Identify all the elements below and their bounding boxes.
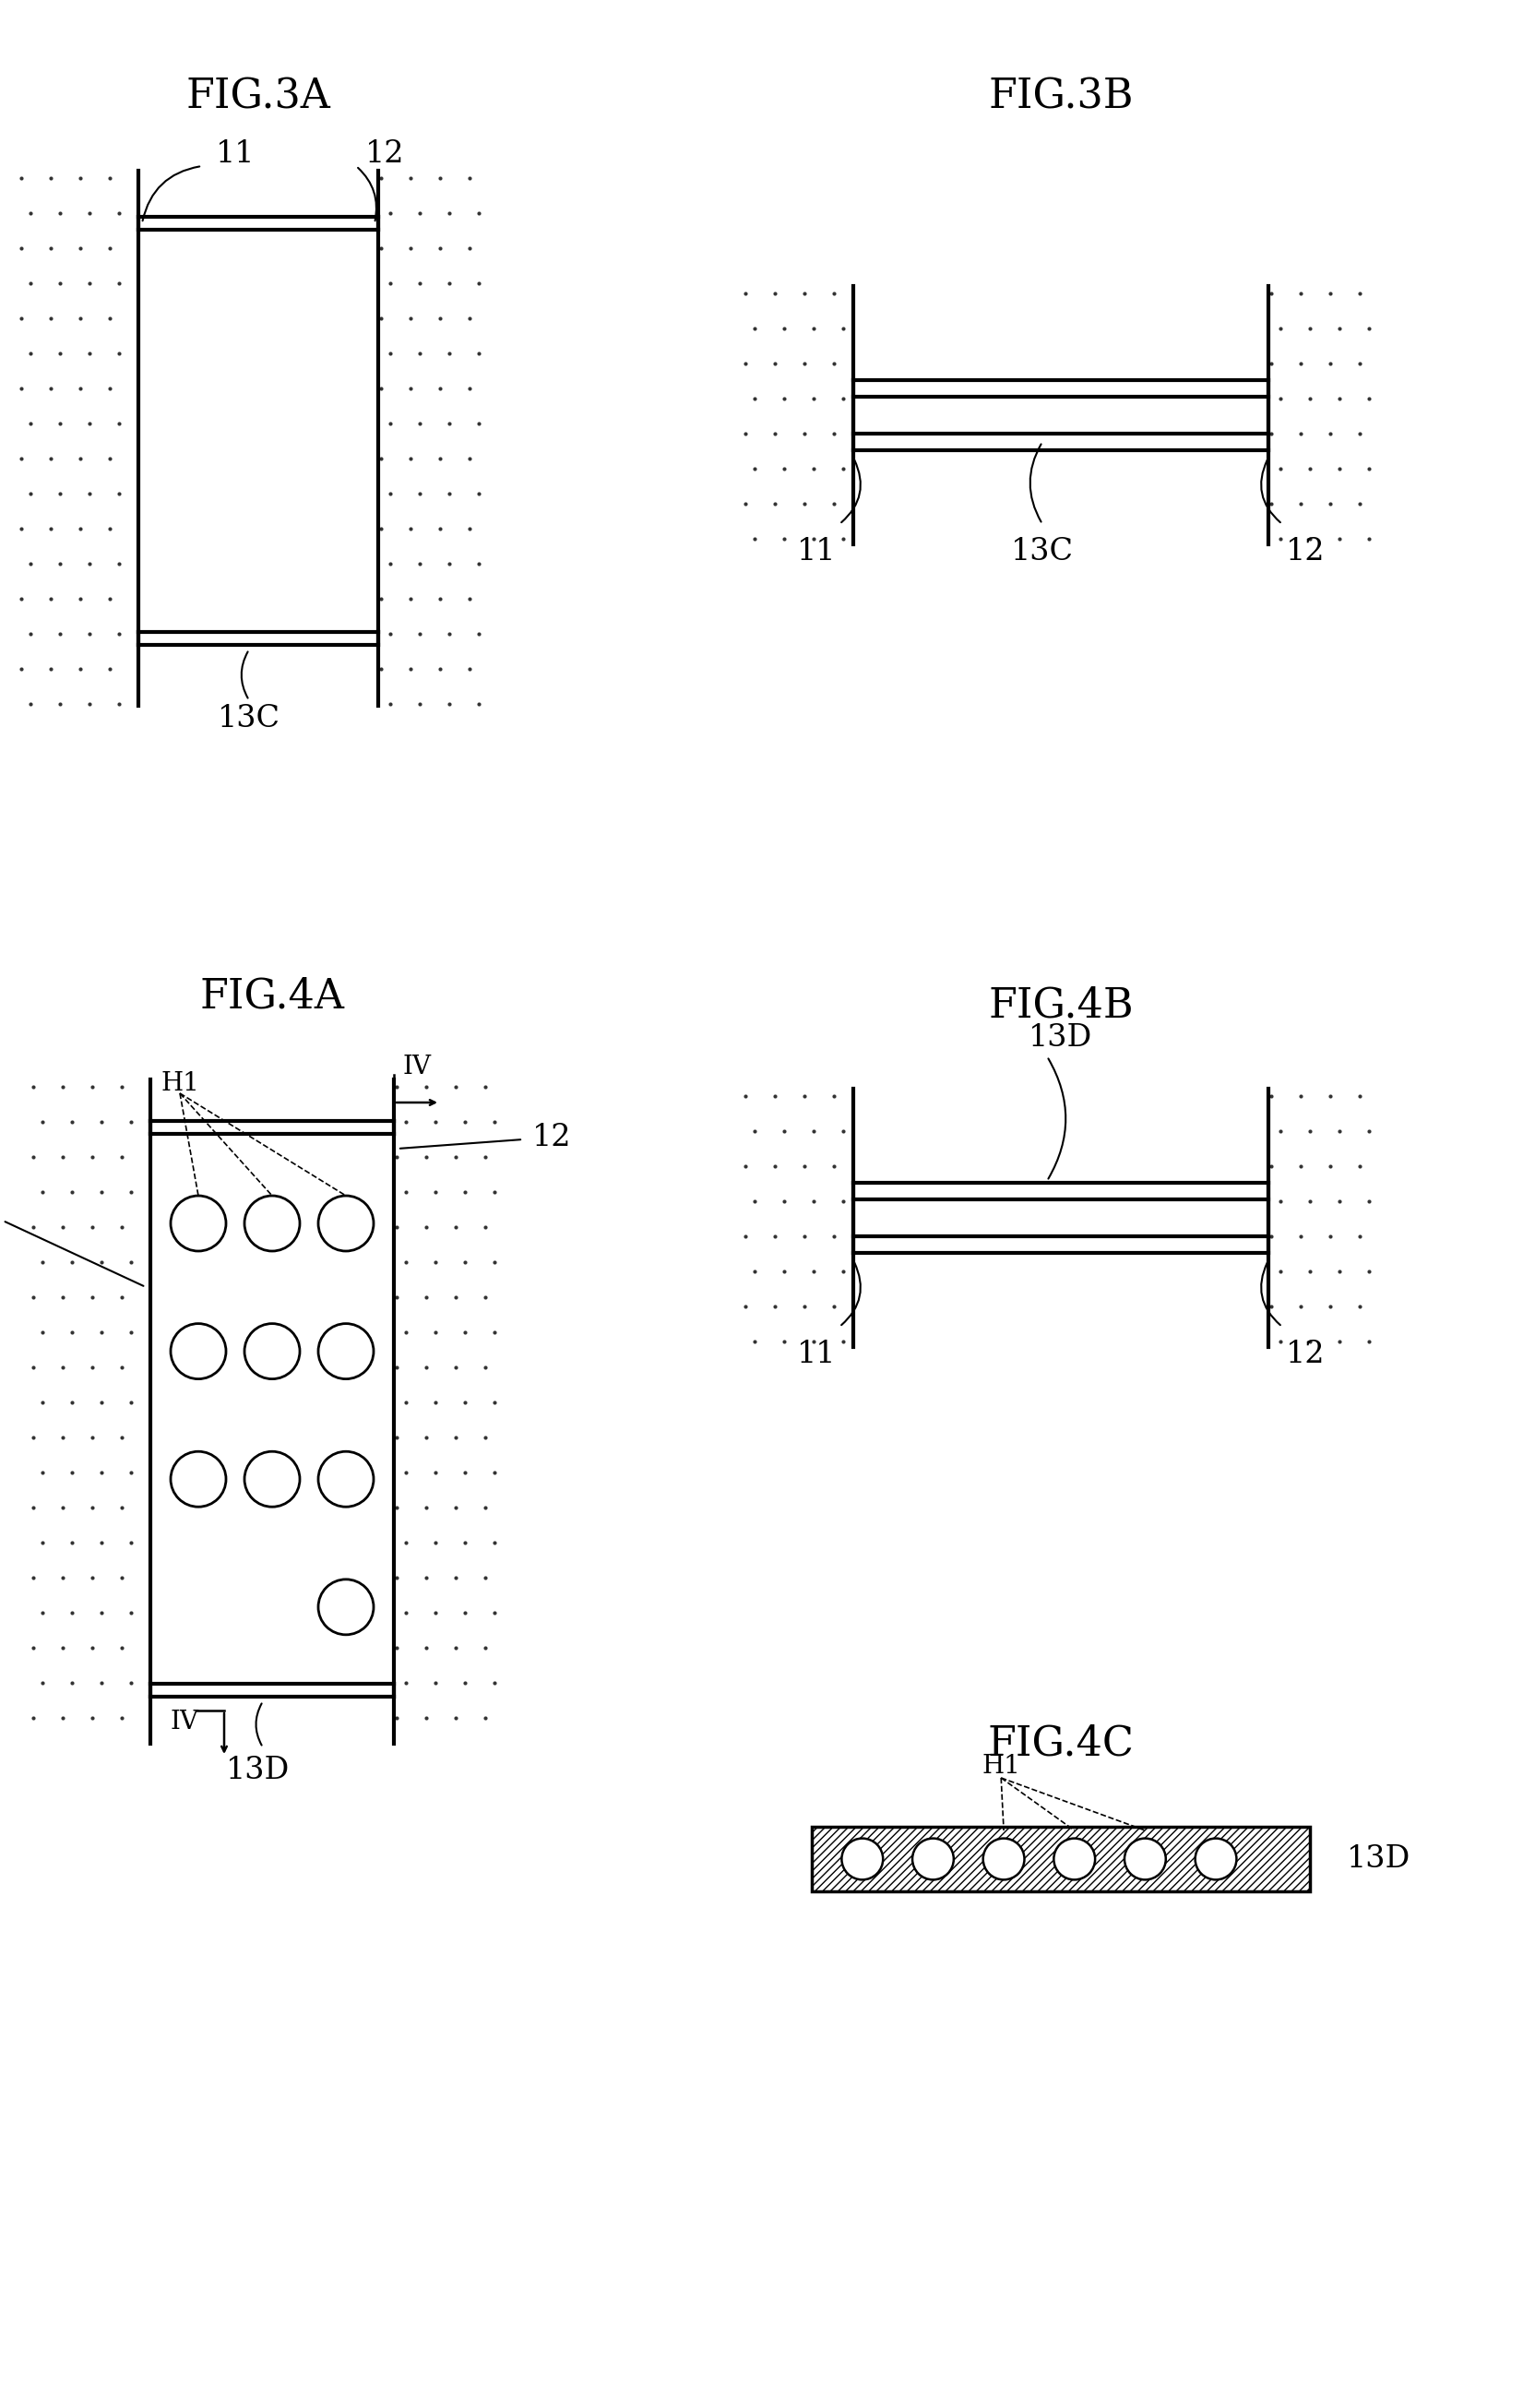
Text: FIG.4A: FIG.4A [200, 978, 344, 1016]
Text: 12: 12 [1285, 1339, 1325, 1370]
Bar [1268, 287, 1378, 544]
Text: FIG.3B: FIG.3B [987, 77, 1133, 118]
Circle shape [1124, 1837, 1165, 1881]
Text: 12: 12 [533, 1122, 571, 1153]
Bar [1268, 1088, 1378, 1346]
Text: 13D: 13D [1346, 1845, 1409, 1873]
Text: 12: 12 [1285, 537, 1325, 566]
Circle shape [1194, 1837, 1236, 1881]
Bar [393, 1079, 514, 1743]
Bar [741, 287, 853, 544]
Text: 11: 11 [797, 1339, 835, 1370]
Circle shape [1053, 1837, 1094, 1881]
Circle shape [841, 1837, 883, 1881]
Bar [31, 1079, 150, 1743]
Text: FIG.4B: FIG.4B [987, 985, 1133, 1026]
Bar [18, 171, 138, 706]
Text: IV: IV [170, 1710, 198, 1734]
Circle shape [982, 1837, 1024, 1881]
Text: 12: 12 [365, 140, 404, 169]
Bar [741, 1088, 853, 1346]
Bar [378, 171, 497, 706]
Text: 13C: 13C [1010, 537, 1073, 566]
Text: FIG.3A: FIG.3A [186, 77, 330, 118]
Text: H1: H1 [981, 1755, 1019, 1780]
Text: 13C: 13C [218, 703, 281, 734]
Text: FIG.4C: FIG.4C [987, 1724, 1133, 1763]
Text: 13D: 13D [226, 1755, 290, 1784]
Text: H1: H1 [161, 1072, 200, 1096]
Text: 13D: 13D [1028, 1023, 1091, 1052]
Bar [812, 1828, 1309, 1890]
Text: IV: IV [402, 1055, 431, 1079]
Circle shape [912, 1837, 953, 1881]
Text: 11: 11 [216, 140, 255, 169]
Text: 11: 11 [797, 537, 835, 566]
